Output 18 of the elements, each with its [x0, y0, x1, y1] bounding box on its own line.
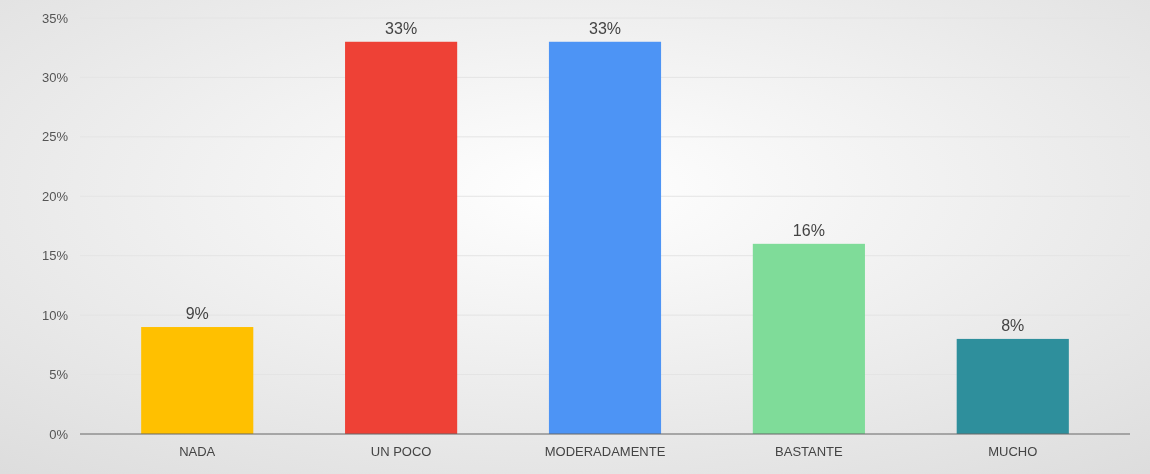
y-tick-label: 15%	[41, 248, 69, 264]
y-tick-label: 20%	[41, 188, 69, 204]
y-tick-label: 5%	[49, 367, 69, 383]
y-tick-label: 35%	[41, 10, 69, 26]
y-tick-label: 0%	[49, 426, 69, 442]
data-label: 33%	[588, 19, 622, 37]
data-label: 9%	[185, 305, 209, 323]
y-tick-label: 30%	[41, 69, 69, 85]
data-label: 33%	[385, 19, 418, 37]
y-tick-label: 10%	[41, 307, 69, 323]
x-tick-label: MUCHO	[988, 444, 1038, 459]
x-tick-label: MODERADAMENTE	[544, 444, 666, 459]
x-tick-label: UN POCO	[370, 444, 432, 459]
x-tick-label: BASTANTE	[775, 444, 844, 459]
y-tick-label: 25%	[41, 129, 69, 145]
x-tick-label: NADA	[179, 444, 216, 459]
data-label: 8%	[1001, 316, 1025, 334]
data-label: 16%	[792, 221, 825, 239]
